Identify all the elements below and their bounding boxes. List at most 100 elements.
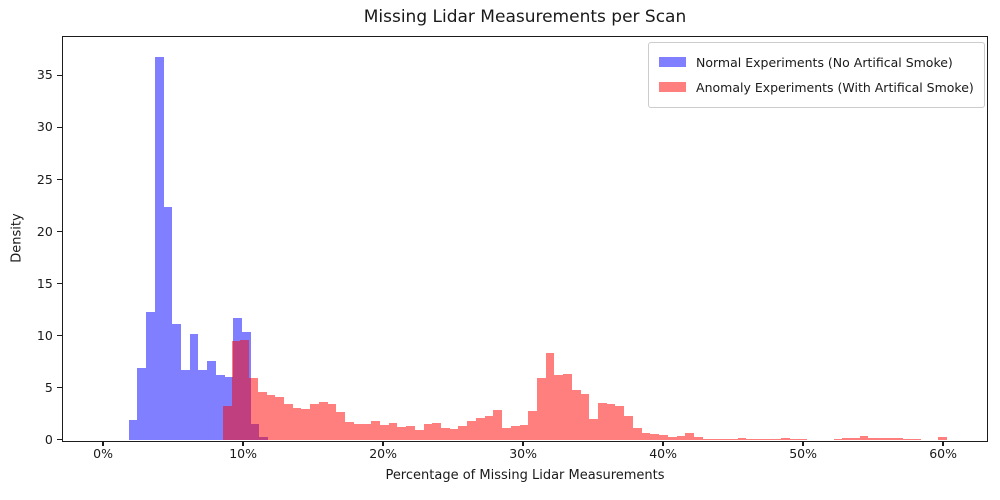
y-tick [57, 126, 62, 129]
legend: Normal Experiments (No Artifical Smoke) … [648, 41, 985, 108]
y-tick-label: 30 [36, 119, 53, 135]
hist-bar-anomaly [545, 353, 554, 440]
hist-bar-anomaly [353, 424, 363, 440]
x-tick-label: 40% [649, 445, 677, 461]
hist-bar-anomaly [362, 424, 371, 440]
hist-bar-anomaly [379, 425, 389, 440]
y-axis-label: Density [9, 213, 25, 263]
x-tick [802, 442, 804, 447]
x-tick [382, 442, 384, 447]
hist-bar-anomaly [501, 428, 511, 440]
hist-bar-anomaly [745, 439, 755, 440]
y-tick-label: 25 [36, 171, 53, 187]
hist-bar-anomaly [388, 423, 397, 440]
legend-row-normal: Normal Experiments (No Artifical Smoke) [659, 50, 974, 75]
hist-bar-anomaly [266, 395, 275, 440]
legend-swatch-normal-icon [659, 57, 687, 68]
x-tick [942, 442, 944, 447]
hist-bar-normal [215, 375, 225, 440]
hist-bar-anomaly [588, 418, 598, 440]
hist-bar-anomaly [449, 429, 458, 440]
hist-bar-anomaly [231, 340, 240, 440]
hist-bar-anomaly [719, 439, 729, 440]
hist-bar-anomaly [859, 435, 868, 440]
legend-swatch-anomaly-icon [659, 82, 687, 93]
y-tick [57, 387, 62, 389]
hist-bar-anomaly [763, 439, 772, 440]
hist-bar-anomaly [344, 422, 354, 440]
hist-bar-anomaly [710, 438, 720, 440]
hist-bar-anomaly [257, 391, 267, 440]
hist-bar-anomaly [798, 439, 807, 440]
hist-bar-anomaly [370, 421, 380, 440]
hist-bar-anomaly [327, 404, 336, 440]
hist-bar-anomaly [606, 404, 615, 440]
hist-bar-normal [128, 420, 137, 440]
hist-bar-anomaly [789, 439, 799, 440]
hist-bar-anomaly [885, 438, 895, 440]
hist-bar-anomaly [850, 438, 860, 440]
hist-bar-anomaly [614, 406, 624, 440]
hist-bar-anomaly [292, 407, 301, 440]
hist-bar-anomaly [239, 339, 249, 440]
hist-bar-anomaly [571, 389, 581, 440]
hist-bar-anomaly [527, 410, 537, 440]
hist-bar-anomaly [780, 438, 790, 440]
hist-bar-anomaly [335, 411, 345, 440]
y-tick [57, 230, 62, 233]
x-tick-label: 30% [509, 445, 537, 461]
x-tick [102, 442, 104, 447]
hist-bar-anomaly [623, 415, 633, 440]
hist-bar-anomaly [405, 426, 415, 440]
hist-bar-anomaly [702, 438, 711, 440]
hist-bar-anomaly [894, 437, 903, 440]
hist-bar-anomaly [902, 438, 912, 440]
x-tick-label: 60% [929, 445, 957, 461]
hist-bar-anomaly [693, 436, 703, 440]
hist-bar-anomaly [440, 428, 450, 440]
y-tick [57, 335, 62, 337]
hist-bar-anomaly [431, 423, 441, 440]
hist-bar-anomaly [414, 430, 424, 440]
plot-area: 0% 10% 20% 30% 40% 50% 60% 0 5 10 15 20 25 30 35 Norma… [37, 35, 988, 461]
legend-row-anomaly: Anomaly Experiments (With Artifical Smok… [659, 75, 974, 100]
hist-bar-normal [154, 56, 164, 440]
y-tick-label: 35 [36, 67, 53, 83]
y-tick-label: 20 [36, 223, 53, 239]
hist-bar-anomaly [597, 403, 607, 440]
hist-bar-anomaly [876, 438, 886, 440]
hist-bar-anomaly [475, 417, 485, 440]
hist-bar-anomaly [423, 424, 432, 440]
hist-bar-anomaly [841, 438, 851, 440]
x-tick [662, 442, 664, 447]
hist-bar-anomaly [510, 426, 520, 440]
hist-bar-anomaly [553, 375, 563, 440]
y-tick-label: 15 [36, 275, 53, 291]
x-axis-label: Percentage of Missing Lidar Measurements [385, 468, 665, 483]
hist-bar-anomaly [222, 406, 232, 440]
hist-bar-anomaly [641, 432, 650, 440]
y-tick [57, 74, 62, 77]
y-tick-label: 5 [44, 379, 53, 395]
hist-bar-anomaly [396, 427, 406, 440]
hist-bar-anomaly [833, 439, 842, 440]
x-tick-label: 20% [369, 445, 397, 461]
hist-bar-normal [197, 370, 207, 440]
y-tick-label: 10 [36, 327, 53, 343]
hist-bar-anomaly [492, 409, 502, 440]
hist-bar-anomaly [519, 425, 528, 440]
y-tick-label: 0 [44, 431, 53, 447]
hist-bar-anomaly [309, 404, 319, 440]
hist-bar-normal [189, 333, 198, 440]
hist-bar-anomaly [684, 432, 694, 440]
hist-bar-normal [171, 324, 181, 440]
hist-bar-normal [180, 370, 190, 440]
hist-bar-anomaly [867, 437, 877, 440]
hist-bar-anomaly [728, 439, 738, 440]
hist-bar-anomaly [466, 421, 476, 440]
hist-bar-anomaly [562, 374, 572, 440]
hist-bar-anomaly [911, 439, 921, 440]
hist-bar-normal [163, 206, 172, 440]
hist-bar-anomaly [248, 378, 258, 440]
